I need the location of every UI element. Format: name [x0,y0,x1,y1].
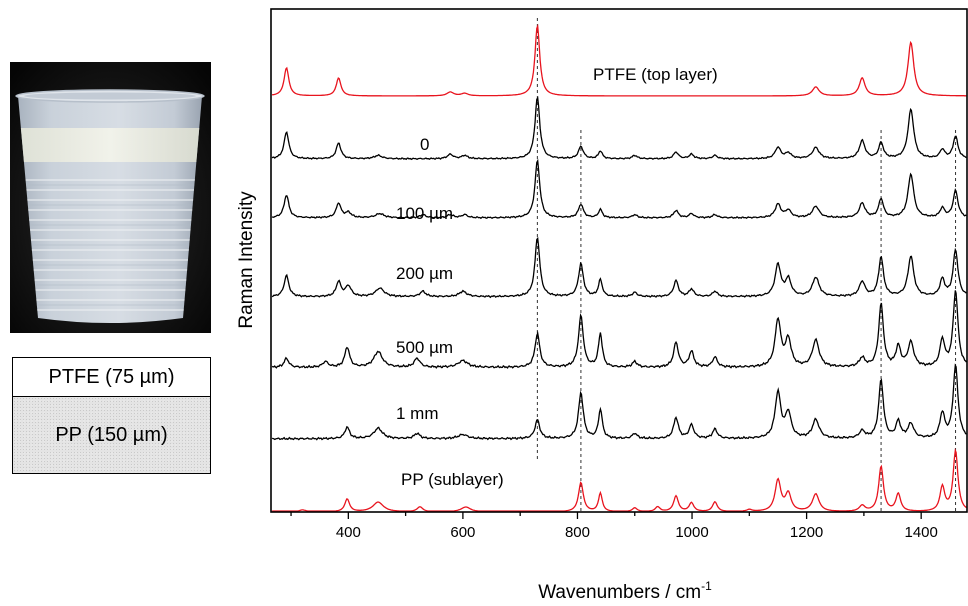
spectrum-trace [271,158,967,220]
x-tick-label: 1000 [675,524,708,541]
x-axis-title-text: Wavenumbers / cm [538,582,701,603]
trace-label: 0 [420,135,429,154]
spectrum-trace [271,236,967,299]
x-axis-title: Wavenumbers / cm-1 [538,579,712,603]
x-axis-title-superscript: -1 [701,579,712,593]
layer-bottom-pp: PP (150 µm) [13,397,210,473]
trace-label: 100 µm [396,204,453,223]
x-tick-label: 400 [336,524,361,541]
trace-label: 200 µm [396,264,453,283]
trace-labels: PTFE (top layer) 0 100 µm 200 µm 500 µm 1 mm P… [396,65,718,489]
spectra-traces [271,23,967,512]
x-axis-ticks: 400 600 800 1000 1200 1400 [290,512,938,541]
trace-label: PTFE (top layer) [593,65,718,84]
cup-photo [10,62,211,333]
x-tick-label: 600 [450,524,475,541]
x-tick-label: 800 [565,524,590,541]
spectrum-trace [272,363,967,441]
reference-lines [536,18,957,512]
trace-label: PP (sublayer) [401,470,504,489]
layer-top-ptfe: PTFE (75 µm) [13,358,210,397]
x-tick-label: 1200 [790,524,823,541]
spectrum-trace [272,447,967,512]
plot-frame [270,8,968,513]
spectrum-trace [271,96,967,161]
layer-diagram: PTFE (75 µm) PP (150 µm) [12,357,211,474]
trace-label: 1 mm [396,404,439,423]
y-axis-title: Raman Intensity [236,191,257,329]
spectrum-trace [271,23,967,97]
trace-label: 500 µm [396,338,453,357]
spectrum-trace [271,290,967,369]
x-tick-label: 1400 [904,524,937,541]
